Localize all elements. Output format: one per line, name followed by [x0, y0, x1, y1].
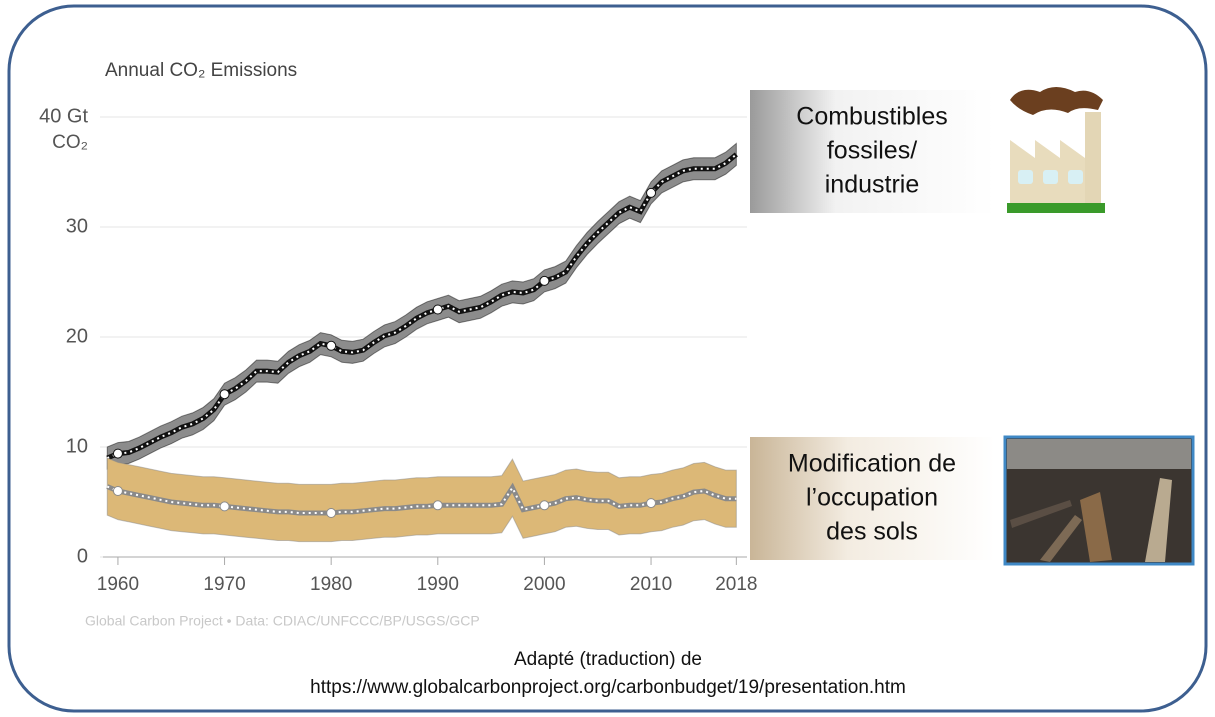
land-label: l’occupation	[806, 484, 938, 512]
point	[112, 448, 123, 459]
point	[646, 187, 657, 198]
label-box	[750, 437, 995, 560]
y-tick-label: 40 Gt	[39, 105, 88, 127]
point	[432, 304, 443, 315]
fossil-label: industrie	[825, 171, 920, 199]
point	[219, 501, 230, 512]
uncertainty-band	[106, 457, 737, 543]
caption: https://www.globalcarbonproject.org/carb…	[310, 677, 906, 698]
point	[432, 500, 443, 511]
x-tick-label: 1990	[417, 574, 459, 595]
point	[219, 389, 230, 400]
x-tick-label: 2010	[630, 574, 672, 595]
point	[539, 500, 550, 511]
fossil-label: Combustibles	[796, 103, 947, 131]
label-box	[750, 90, 995, 213]
point	[112, 486, 123, 496]
fossil-label: fossiles/	[827, 137, 917, 165]
y-unit: CO₂	[52, 132, 88, 153]
line-dots	[106, 485, 737, 514]
y-tick-label: 0	[77, 545, 88, 567]
x-tick-label: 2018	[715, 574, 757, 595]
y-tick-label: 10	[66, 435, 88, 457]
frame	[7, 4, 1208, 713]
uncertainty-band	[106, 142, 737, 470]
land-label: Modification de	[788, 450, 956, 478]
plot: 0 10 20 30 40 Gt 1960 1970 1980 1990 2000 2010 2018	[39, 105, 757, 595]
line-dots	[106, 153, 737, 459]
caption: Adapté (traduction) de	[514, 649, 702, 670]
factory-icon	[1007, 87, 1105, 213]
x-tick-label: 1970	[203, 574, 245, 595]
point	[646, 498, 657, 509]
land-label: des sols	[826, 518, 918, 546]
point	[326, 508, 337, 518]
y-tick-label: 20	[66, 325, 88, 347]
x-tick-label: 1980	[310, 574, 352, 595]
point	[326, 340, 337, 351]
credit: Global Carbon Project • Data: CDIAC/UNFC…	[85, 613, 480, 629]
x-tick-label: 2000	[523, 574, 565, 595]
x-tick-label: 1960	[97, 574, 139, 595]
point	[539, 275, 550, 286]
chart-title: Annual CO₂ Emissions	[105, 60, 297, 81]
y-tick-label: 30	[66, 215, 88, 237]
forest-photo	[1003, 435, 1195, 566]
